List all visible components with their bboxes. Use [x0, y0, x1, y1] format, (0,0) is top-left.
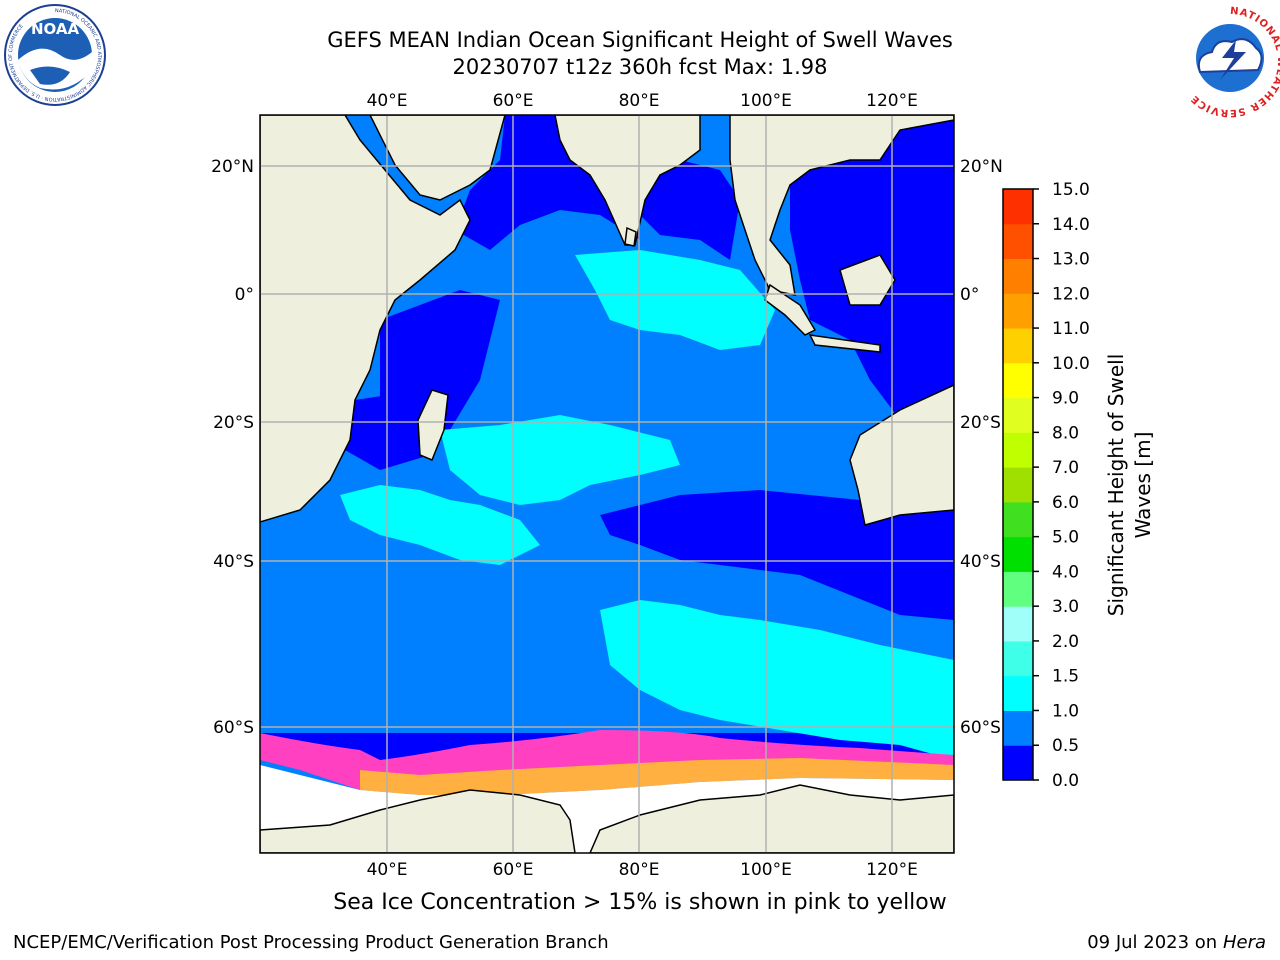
graticule [260, 115, 954, 853]
colorbar-segment [1003, 293, 1033, 329]
map-area [260, 115, 954, 853]
lat-labels-right: 20°N 0° 20°S 40°S 60°S [960, 157, 1003, 738]
map-frame [259, 114, 955, 854]
lon-labels-top: 40°E 60°E 80°E 100°E 120°E [367, 91, 918, 111]
lat-labels-left: 20°N 0° 20°S 40°S 60°S [211, 157, 254, 738]
colorbar-tick-label: 8.0 [1052, 423, 1079, 443]
lon-labels-bottom: 40°E 60°E 80°E 100°E 120°E [367, 860, 918, 880]
colorbar-tick-label: 0.5 [1052, 736, 1079, 756]
lat-label: 40°S [960, 552, 1001, 572]
footer-credit: NCEP/EMC/Verification Post Processing Pr… [13, 932, 609, 953]
colorbar-segment [1003, 745, 1033, 781]
noaa-logo-icon: NOAA NATIONAL OCEANIC AND ATMOSPHERIC AD… [4, 4, 106, 106]
colorbar-tick-label: 15.0 [1052, 180, 1090, 200]
colorbar-segment [1003, 710, 1033, 746]
colorbar-tick-label: 14.0 [1052, 215, 1090, 235]
colorbar-segment [1003, 397, 1033, 433]
colorbar-tick-label: 13.0 [1052, 250, 1090, 270]
colorbar-segment [1003, 258, 1033, 294]
lon-label: 100°E [740, 860, 792, 880]
footer-date-text: 09 Jul 2023 on [1087, 932, 1223, 953]
lon-label: 40°E [367, 860, 408, 880]
sea-ice-note: Sea Ice Concentration > 15% is shown in … [333, 890, 947, 915]
noaa-logo-text: NOAA [31, 20, 80, 38]
lat-label: 60°S [960, 718, 1001, 738]
colorbar-segment [1003, 362, 1033, 399]
lon-label: 120°E [866, 860, 918, 880]
lat-label: 20°N [211, 157, 254, 177]
colorbar-segment [1003, 432, 1033, 468]
colorbar-tick-label: 5.0 [1052, 528, 1079, 548]
colorbar-segment [1003, 536, 1033, 572]
colorbar-segment [1003, 571, 1033, 607]
colorbar-segment [1003, 467, 1033, 503]
colorbar-tick-label: 1.0 [1052, 701, 1079, 721]
colorbar-tick-label: 3.0 [1052, 597, 1079, 617]
colorbar-segment [1003, 675, 1033, 711]
lon-label: 100°E [740, 91, 792, 111]
lat-label: 20°N [960, 157, 1003, 177]
lon-label: 80°E [619, 91, 660, 111]
colorbar: 0.0 0.5 1.0 1.5 2.0 3.0 4.0 5.0 6.0 7.0 8.0 9.0 10.0… [1003, 180, 1090, 791]
lon-label: 60°E [493, 860, 534, 880]
colorbar-segment [1003, 606, 1033, 642]
colorbar-tick-label: 7.0 [1052, 458, 1079, 478]
footer-host: Hera [1222, 932, 1266, 953]
colorbar-tick-label: 10.0 [1052, 354, 1090, 374]
colorbar-tick-label: 2.0 [1052, 632, 1079, 652]
colorbar-segment [1003, 501, 1033, 538]
colorbar-segment [1003, 328, 1033, 364]
lon-label: 80°E [619, 860, 660, 880]
colorbar-tick-label: 9.0 [1052, 389, 1079, 409]
colorbar-tick-label: 4.0 [1052, 562, 1079, 582]
nws-logo-icon: NATIONAL WEATHER SERVICE [1182, 6, 1280, 118]
lat-label: 40°S [213, 552, 254, 572]
chart-title: GEFS MEAN Indian Ocean Significant Heigh… [327, 28, 953, 52]
colorbar-frame [1002, 188, 1034, 781]
colorbar-tick-label: 12.0 [1052, 284, 1090, 304]
colorbar-tick-label: 0.0 [1052, 771, 1079, 791]
colorbar-tick-label: 11.0 [1052, 319, 1090, 339]
lon-label: 40°E [367, 91, 408, 111]
sea-ice-edge-orange [360, 758, 954, 795]
chart-subtitle: 20230707 t12z 360h fcst Max: 1.98 [452, 55, 828, 79]
lat-label: 0° [960, 285, 979, 305]
colorbar-tick-label: 6.0 [1052, 493, 1079, 513]
lon-label: 120°E [866, 91, 918, 111]
footer-date: 09 Jul 2023 on Hera [1087, 932, 1266, 953]
colorbar-segment [1003, 640, 1033, 677]
lon-label: 60°E [493, 91, 534, 111]
lat-label: 20°S [213, 413, 254, 433]
colorbar-segment [1003, 223, 1033, 260]
colorbar-label-line2: Waves [m] [1131, 432, 1155, 539]
lat-label: 20°S [960, 413, 1001, 433]
colorbar-label-line1: Significant Height of Swell [1104, 354, 1128, 616]
lat-label: 0° [235, 285, 254, 305]
colorbar-tick-label: 1.5 [1052, 667, 1079, 687]
colorbar-segment [1003, 189, 1033, 225]
lat-label: 60°S [213, 718, 254, 738]
land [260, 115, 954, 853]
ocean-high-swell [340, 250, 954, 760]
